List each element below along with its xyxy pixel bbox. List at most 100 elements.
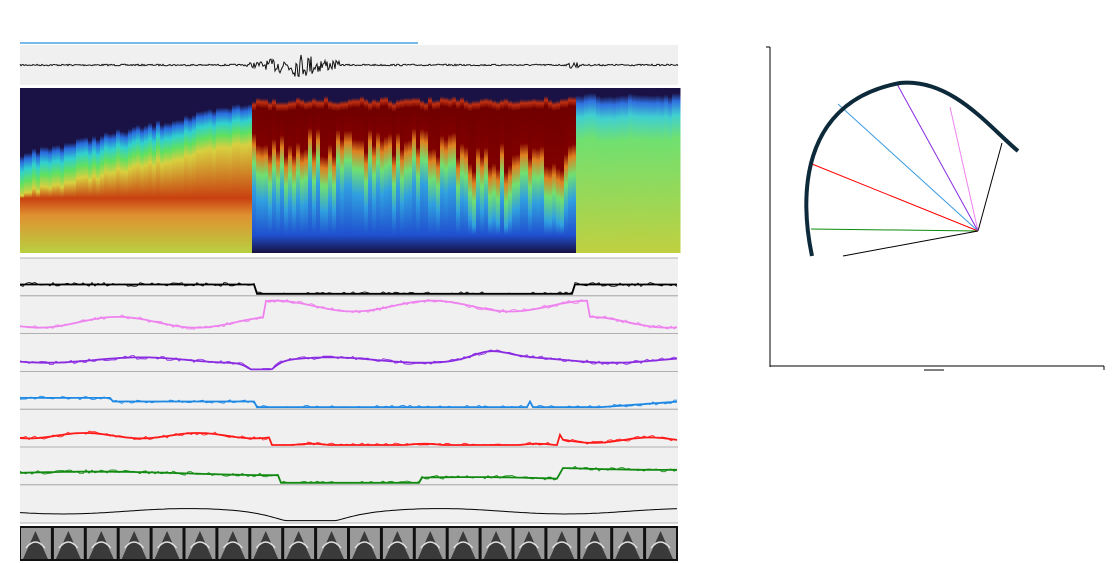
spectrogram-column bbox=[616, 88, 621, 253]
spectrogram-column bbox=[348, 88, 353, 253]
spectrogram-column bbox=[548, 88, 553, 253]
strip-background bbox=[20, 526, 678, 561]
thumbnail-tongue bbox=[124, 541, 145, 549]
trace-panel bbox=[20, 371, 678, 410]
spectrogram-column bbox=[232, 88, 237, 253]
ultrasound-strip bbox=[20, 526, 678, 561]
spectrogram-column bbox=[304, 88, 309, 253]
spectrogram-column bbox=[648, 88, 653, 253]
spectrogram-column bbox=[96, 88, 101, 253]
thumbnail-tongue bbox=[189, 541, 210, 549]
fan-line bbox=[811, 163, 979, 232]
trace-panel bbox=[20, 258, 678, 296]
spectrogram-column bbox=[496, 88, 501, 253]
spectrogram-column bbox=[200, 88, 205, 253]
spectrogram-column bbox=[392, 88, 397, 253]
spectrogram-column bbox=[588, 88, 593, 253]
spectrogram-column bbox=[676, 88, 681, 253]
spectrogram-column bbox=[244, 88, 249, 253]
spectrogram-column bbox=[624, 88, 629, 253]
spectrogram-column bbox=[172, 88, 177, 253]
spectrogram-column bbox=[212, 88, 217, 253]
spectrogram-column bbox=[372, 88, 377, 253]
spectrogram-column bbox=[500, 88, 505, 253]
spectrogram-column bbox=[368, 88, 373, 253]
spectrogram-column bbox=[256, 88, 261, 253]
spectrogram-column bbox=[76, 88, 81, 253]
spectrogram-column bbox=[472, 88, 477, 253]
thumbnail-fan bbox=[483, 531, 509, 559]
spectrogram-column bbox=[432, 88, 437, 253]
spectrogram-column bbox=[336, 88, 341, 253]
thumbnail-tongue bbox=[321, 541, 342, 549]
fan-line bbox=[842, 230, 979, 257]
spectrogram-column bbox=[108, 88, 113, 253]
thumbnail-tongue bbox=[617, 541, 638, 549]
trace-line bbox=[19, 508, 678, 522]
spectrogram-column bbox=[140, 88, 145, 253]
spectrogram-column bbox=[636, 88, 641, 253]
spectrogram-column bbox=[268, 88, 273, 253]
spectrogram-column bbox=[160, 88, 165, 253]
thumbnail-fan bbox=[384, 531, 410, 559]
spectrogram-column bbox=[192, 88, 197, 253]
spectrogram-column bbox=[448, 88, 453, 253]
spectrogram-column bbox=[384, 88, 389, 253]
spectrogram-column bbox=[400, 88, 405, 253]
trace-panel bbox=[20, 484, 678, 523]
fan-line bbox=[896, 83, 979, 232]
spectrogram-column bbox=[44, 88, 49, 253]
spectrogram-column bbox=[468, 88, 473, 253]
spectrogram-column bbox=[660, 88, 665, 253]
spectrogram-column bbox=[288, 88, 293, 253]
trace-panels bbox=[19, 257, 678, 524]
spectrogram-column bbox=[48, 88, 53, 253]
spectrogram-column bbox=[444, 88, 449, 253]
spectrogram-column bbox=[68, 88, 73, 253]
spectrogram-column bbox=[652, 88, 657, 253]
thumbnail-tongue bbox=[25, 541, 46, 549]
spectrogram-column bbox=[412, 88, 417, 253]
thumbnail-fan bbox=[55, 531, 81, 559]
spectrogram-column bbox=[544, 88, 549, 253]
spectrogram-column bbox=[84, 88, 89, 253]
thumbnail-fan bbox=[23, 531, 48, 559]
spectrogram-column bbox=[296, 88, 301, 253]
spectrogram-column bbox=[628, 88, 633, 253]
spectrogram-column bbox=[376, 88, 381, 253]
spectrogram-column bbox=[312, 88, 317, 253]
thumbnail-tongue bbox=[518, 541, 539, 549]
spectrogram-column bbox=[420, 88, 425, 253]
fan-line bbox=[977, 142, 1003, 232]
spectrogram-column bbox=[340, 88, 345, 253]
fan-line bbox=[810, 228, 979, 232]
thumbnail-fan bbox=[615, 531, 641, 559]
spectrogram-column bbox=[580, 88, 585, 253]
trace-line bbox=[19, 350, 678, 371]
spectrogram-column bbox=[176, 88, 181, 253]
spectrogram-column bbox=[452, 88, 457, 253]
spectrogram-column bbox=[80, 88, 85, 253]
spectrogram-column bbox=[88, 88, 93, 253]
spectrogram-column bbox=[300, 88, 305, 253]
spectrogram-column bbox=[132, 88, 137, 253]
spectrogram-column bbox=[516, 88, 521, 253]
tongue-plot bbox=[766, 46, 1105, 371]
waveform bbox=[19, 54, 679, 78]
spectrogram-column bbox=[360, 88, 365, 253]
trace-panel bbox=[20, 447, 678, 485]
spectrogram-column bbox=[324, 88, 329, 253]
spectrogram-column bbox=[60, 88, 65, 253]
spectrogram-column bbox=[644, 88, 649, 253]
spectrogram-column bbox=[416, 88, 421, 253]
thumbnail-tongue bbox=[157, 541, 178, 549]
spectrogram-column bbox=[488, 88, 493, 253]
spectrogram-column bbox=[552, 88, 557, 253]
spectrogram-column bbox=[180, 88, 185, 253]
spectrogram-column bbox=[144, 88, 149, 253]
tongue-contour bbox=[804, 80, 1020, 257]
spectrogram-column bbox=[64, 88, 69, 253]
spectrogram-column bbox=[220, 88, 225, 253]
spectrogram-column bbox=[184, 88, 189, 253]
